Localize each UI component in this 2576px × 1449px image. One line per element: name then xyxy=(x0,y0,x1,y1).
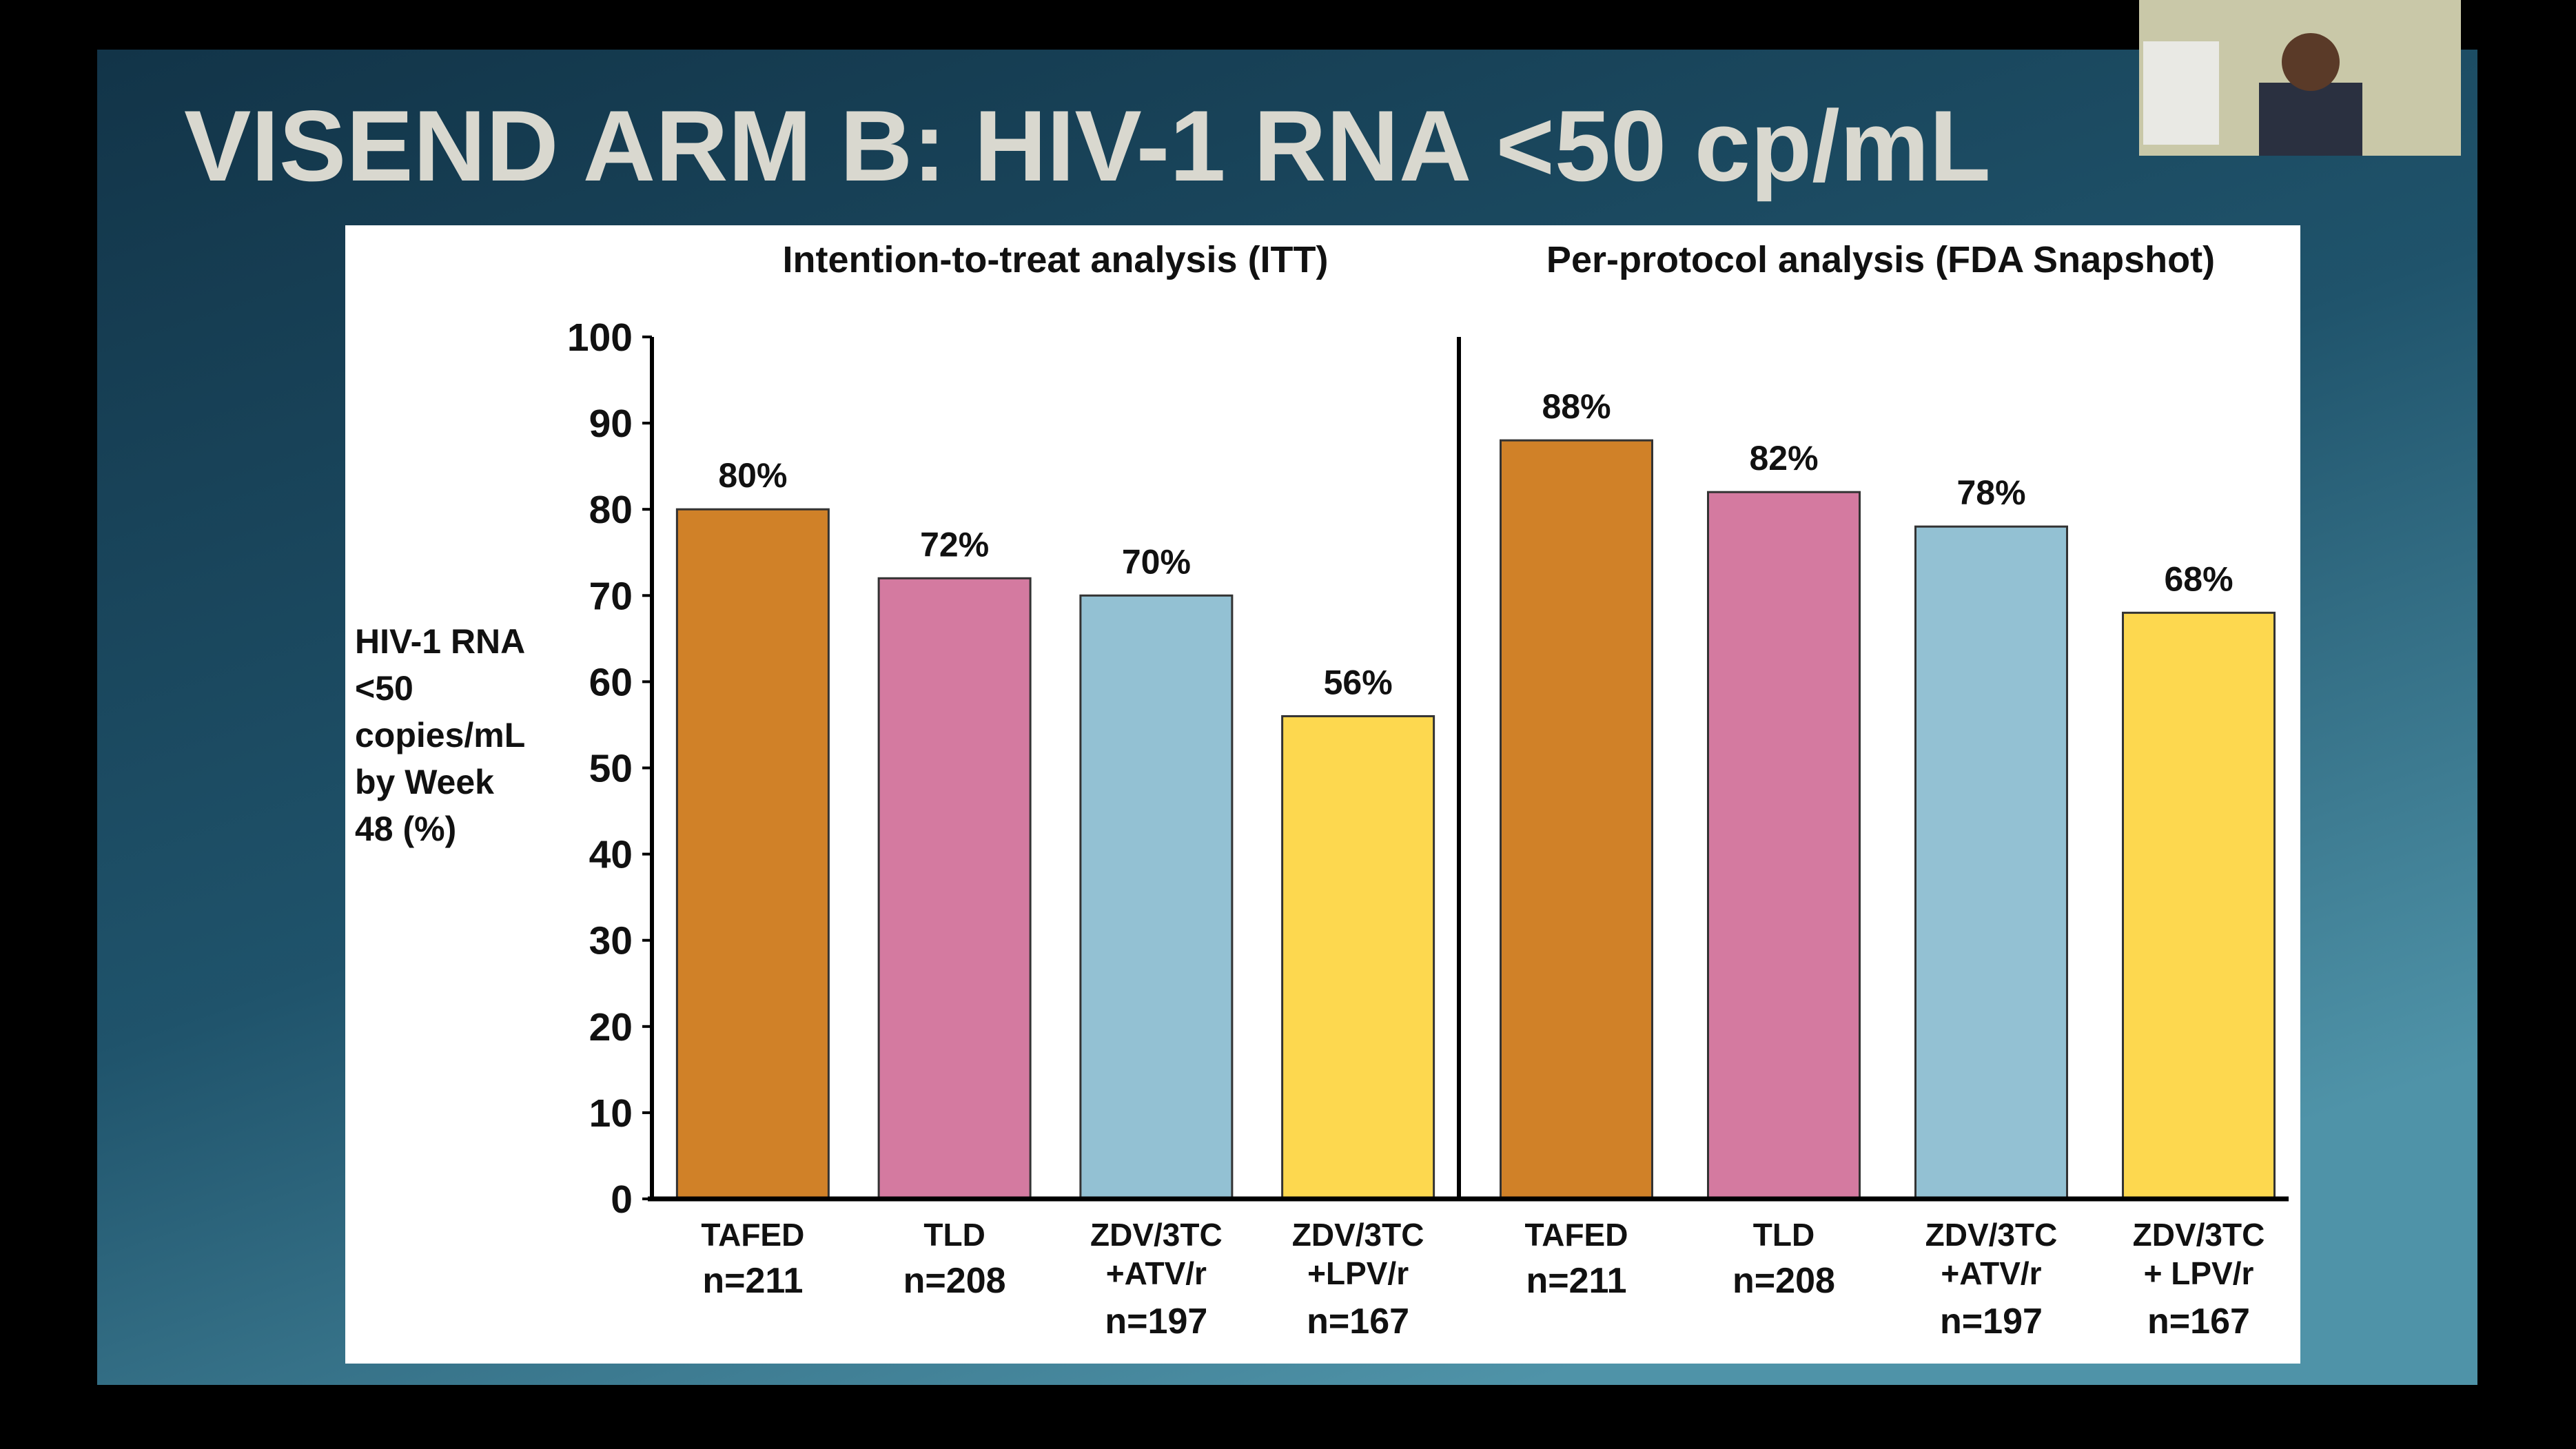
y-tick-label: 0 xyxy=(611,1178,633,1222)
value-label: 72% xyxy=(920,525,989,564)
x-tick-label: ZDV/3TC xyxy=(1292,1217,1424,1253)
y-tick-label: 50 xyxy=(589,747,633,791)
y-tick-label: 70 xyxy=(589,574,633,618)
webcam-shelf xyxy=(2143,41,2219,145)
y-tick-label: 90 xyxy=(589,402,633,446)
value-label: 80% xyxy=(718,456,787,495)
x-tick-label: n=208 xyxy=(1732,1261,1835,1301)
x-tick-label: TLD xyxy=(1753,1217,1815,1253)
value-label: 82% xyxy=(1749,439,1818,477)
bar xyxy=(675,508,830,1200)
y-tick-label: 40 xyxy=(589,833,633,877)
bar xyxy=(2122,611,2276,1200)
y-tick-label: 30 xyxy=(589,919,633,963)
y-axis-label: copies/mL xyxy=(355,716,525,754)
x-tick-label: n=197 xyxy=(1940,1302,2043,1342)
webcam xyxy=(2139,0,2461,156)
webcam-person xyxy=(2259,83,2362,156)
bar xyxy=(1079,594,1234,1200)
x-tick-label: +LPV/r xyxy=(1307,1255,1409,1291)
x-tick-label: + LPV/r xyxy=(2144,1255,2254,1291)
value-label: 56% xyxy=(1324,663,1393,701)
x-tick-label: n=211 xyxy=(702,1261,803,1301)
bar xyxy=(1281,715,1435,1200)
x-tick-label: ZDV/3TC xyxy=(1090,1217,1223,1253)
y-tick-label: 10 xyxy=(589,1091,633,1135)
x-tick-label: ZDV/3TC xyxy=(2133,1217,2265,1253)
x-tick-label: n=167 xyxy=(1307,1302,1409,1342)
y-axis-label: HIV-1 RNA xyxy=(355,622,525,661)
value-label: 70% xyxy=(1122,542,1191,581)
y-tick-label: 60 xyxy=(589,660,633,704)
y-tick-label: 20 xyxy=(589,1005,633,1049)
y-axis-label: by Week xyxy=(355,763,494,801)
value-label: 88% xyxy=(1542,387,1611,426)
x-tick-label: n=211 xyxy=(1526,1261,1626,1301)
chart-title: Per-protocol analysis (FDA Snapshot) xyxy=(1546,239,2215,280)
x-tick-label: +ATV/r xyxy=(1941,1255,2041,1291)
x-tick-label: n=208 xyxy=(903,1261,1006,1301)
slide-title: VISEND ARM B: HIV-1 RNA <50 cp/mL xyxy=(184,90,1991,202)
x-tick-label: +ATV/r xyxy=(1106,1255,1207,1291)
x-tick-label: ZDV/3TC xyxy=(1925,1217,2058,1253)
bar xyxy=(877,577,1032,1200)
y-axis-label: 48 (%) xyxy=(355,810,456,848)
x-tick-label: TAFED xyxy=(701,1217,804,1253)
x-tick-label: n=167 xyxy=(2147,1302,2250,1342)
webcam-head xyxy=(2282,33,2340,91)
y-tick-label: 100 xyxy=(567,316,633,360)
chart-title: Intention-to-treat analysis (ITT) xyxy=(782,239,1328,280)
bar xyxy=(1707,491,1861,1200)
bar xyxy=(1914,525,2068,1200)
value-label: 68% xyxy=(2164,559,2233,598)
value-label: 78% xyxy=(1956,473,2025,512)
y-axis-label: <50 xyxy=(355,669,413,708)
x-tick-label: TAFED xyxy=(1525,1217,1628,1253)
y-tick-label: 80 xyxy=(589,488,633,532)
bar xyxy=(1500,439,1653,1200)
x-tick-label: TLD xyxy=(923,1217,985,1253)
x-tick-label: n=197 xyxy=(1105,1302,1207,1342)
